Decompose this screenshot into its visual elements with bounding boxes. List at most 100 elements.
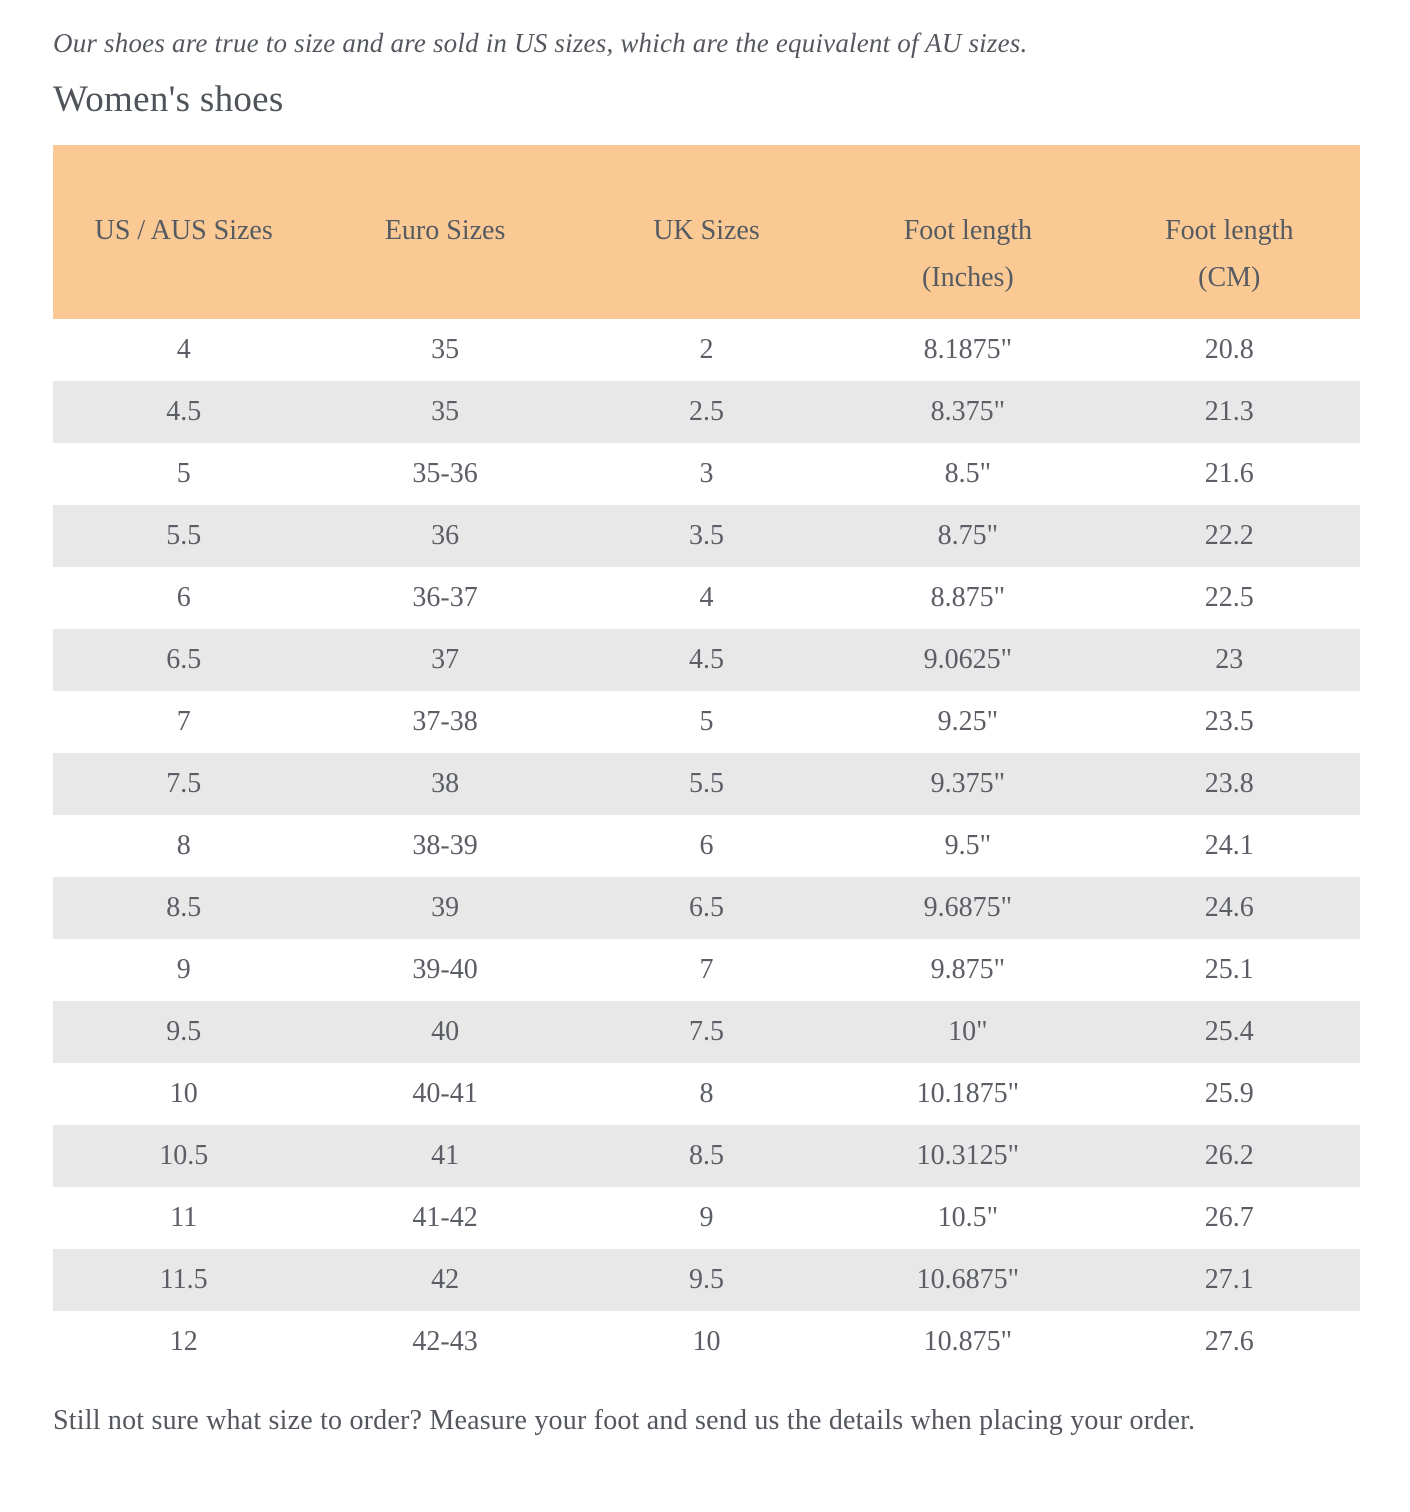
table-cell: 5.5 [53, 504, 315, 567]
table-cell: 10.875" [923, 1325, 1013, 1357]
table-cell: 8 [699, 1077, 714, 1109]
table-cell: 2 [699, 333, 714, 365]
table-cell: 6 [176, 581, 191, 613]
table-row: 10 40-41 8 10.1875" 25.9 [53, 1063, 1360, 1125]
table-cell: 12 [169, 1325, 198, 1357]
table-cell: 26.7 [1204, 1201, 1254, 1233]
table-cell: 23.8 [1098, 752, 1360, 815]
table-cell: 22.5 [1204, 581, 1254, 613]
table-cell: 10.5 [53, 1124, 315, 1187]
table-row: 5.5 36 3.5 8.75" 22.2 [53, 504, 1360, 567]
table-cell: 35 [431, 333, 460, 365]
table-cell: 22.2 [1098, 504, 1360, 567]
table-row: 5 35-36 3 8.5" 21.6 [53, 443, 1360, 505]
table-cell: 38-39 [412, 829, 478, 861]
table-row: 9 39-40 7 9.875" 25.1 [53, 939, 1360, 1001]
table-cell: 39-40 [412, 953, 478, 985]
table-cell: 9.5" [944, 829, 992, 861]
table-cell: 10 [169, 1077, 198, 1109]
table-cell: 8.1875" [923, 333, 1013, 365]
table-cell: 11 [170, 1201, 198, 1233]
table-row: 12 42-43 10 10.875" 27.6 [53, 1311, 1360, 1373]
table-cell: 8.5" [944, 457, 992, 489]
size-table-header: US / AUS Sizes Euro Sizes UK Sizes Foot … [53, 144, 1360, 319]
column-header-foot-length-inches: Foot length (Inches) [837, 144, 1099, 319]
table-cell: 23 [1098, 628, 1360, 691]
table-cell: 25.1 [1204, 953, 1254, 985]
table-cell: 6.5 [53, 628, 315, 691]
header-row: US / AUS Sizes Euro Sizes UK Sizes Foot … [53, 144, 1360, 319]
table-cell: 25.9 [1204, 1077, 1254, 1109]
table-cell: 9.5 [575, 1248, 838, 1311]
column-header-label: Foot length [1165, 214, 1294, 246]
table-cell: 35 [314, 380, 576, 443]
table-row: 10.5 41 8.5 10.3125" 26.2 [53, 1124, 1360, 1187]
column-header-label: US / AUS Sizes [94, 214, 273, 246]
table-row: 9.5 40 7.5 10" 25.4 [53, 1000, 1360, 1063]
table-cell: 7 [699, 953, 714, 985]
table-cell: 38 [314, 752, 576, 815]
table-cell: 9.25" [937, 705, 999, 737]
table-row: 8.5 39 6.5 9.6875" 24.6 [53, 876, 1360, 939]
table-cell: 10.3125" [837, 1124, 1099, 1187]
table-cell: 26.2 [1098, 1124, 1360, 1187]
table-row: 8 38-39 6 9.5" 24.1 [53, 815, 1360, 877]
table-cell: 10.6875" [837, 1248, 1099, 1311]
table-row: 6.5 37 4.5 9.0625" 23 [53, 628, 1360, 691]
table-cell: 7.5 [53, 752, 315, 815]
column-header-label: (CM) [1198, 261, 1261, 293]
table-cell: 9.875" [930, 953, 1006, 985]
table-cell: 5 [176, 457, 191, 489]
table-cell: 10.1875" [916, 1077, 1020, 1109]
table-row: 11 41-42 9 10.5" 26.7 [53, 1187, 1360, 1249]
table-cell: 27.1 [1098, 1248, 1360, 1311]
table-cell: 9 [176, 953, 191, 985]
column-header-label: (Inches) [922, 261, 1014, 293]
table-row: 6 36-37 4 8.875" 22.5 [53, 567, 1360, 629]
table-cell: 3 [699, 457, 714, 489]
column-header-label: Euro Sizes [384, 214, 506, 246]
table-cell: 40-41 [412, 1077, 478, 1109]
table-cell: 9.5 [53, 1000, 315, 1063]
table-cell: 36 [314, 504, 576, 567]
table-cell: 5 [699, 705, 714, 737]
table-cell: 40 [314, 1000, 576, 1063]
table-cell: 11.5 [53, 1248, 315, 1311]
table-row: 7.5 38 5.5 9.375" 23.8 [53, 752, 1360, 815]
table-row: 4 35 2 8.1875" 20.8 [53, 319, 1360, 381]
table-cell: 23.5 [1204, 705, 1254, 737]
table-cell: 35-36 [412, 457, 478, 489]
table-cell: 37 [314, 628, 576, 691]
size-table-body: 4 35 2 8.1875" 20.8 4.5 35 2.5 8.375" 21.3 5 35-36 3… [53, 319, 1360, 1373]
table-cell: 20.8 [1204, 333, 1254, 365]
table-row: 4.5 35 2.5 8.375" 21.3 [53, 380, 1360, 443]
column-header-euro: Euro Sizes [314, 144, 576, 319]
column-header-label: UK Sizes [653, 214, 760, 246]
column-header-foot-length-cm: Foot length (CM) [1098, 144, 1360, 319]
table-cell: 10" [837, 1000, 1099, 1063]
table-cell: 8.75" [837, 504, 1099, 567]
table-cell: 4.5 [53, 380, 315, 443]
table-cell: 10 [692, 1325, 721, 1357]
table-cell: 10.5" [937, 1201, 999, 1233]
table-cell: 9.375" [837, 752, 1099, 815]
table-cell: 2.5 [575, 380, 838, 443]
intro-text: Our shoes are true to size and are sold … [53, 28, 1028, 58]
table-cell: 5.5 [575, 752, 838, 815]
table-cell: 8.5 [53, 876, 315, 939]
page-title: Women's shoes [53, 78, 284, 120]
table-cell: 8.375" [837, 380, 1099, 443]
column-header-us-aus: US / AUS Sizes [53, 144, 315, 319]
table-cell: 7 [176, 705, 191, 737]
table-cell: 6.5 [575, 876, 838, 939]
table-cell: 37-38 [412, 705, 478, 737]
table-cell: 41 [314, 1124, 576, 1187]
column-header-uk: UK Sizes [575, 144, 838, 319]
table-cell: 39 [314, 876, 576, 939]
table-cell: 8.5 [575, 1124, 838, 1187]
table-cell: 9.6875" [837, 876, 1099, 939]
table-cell: 8.875" [930, 581, 1006, 613]
table-cell: 25.4 [1098, 1000, 1360, 1063]
table-cell: 6 [699, 829, 714, 861]
